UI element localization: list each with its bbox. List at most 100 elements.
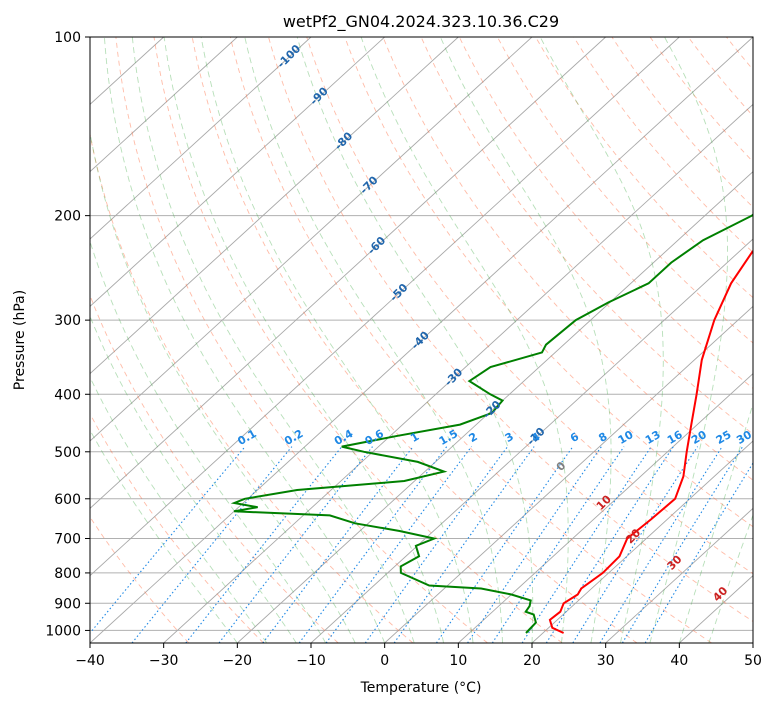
isotherm-line	[90, 37, 459, 375]
background-lines	[90, 37, 775, 643]
mixing-ratio-label: 16	[665, 428, 685, 447]
dry-adiabat-line	[90, 131, 414, 643]
moist-adiabat-line	[200, 37, 474, 643]
theta-label: 10	[594, 492, 614, 512]
mixing-ratio-line	[325, 446, 472, 643]
isotherm-line	[384, 305, 753, 643]
moist-adiabat-line	[439, 37, 612, 643]
dry-adiabat-line	[535, 37, 753, 299]
isotherm-line	[90, 37, 238, 173]
y-tick-label: 400	[54, 387, 81, 403]
moist-adiabat-line	[360, 37, 569, 643]
dry-adiabat-line	[229, 37, 712, 643]
mixing-ratio-line	[185, 446, 343, 643]
mixing-ratio-label: 6	[568, 430, 581, 445]
x-tick-label: 30	[597, 653, 615, 669]
moist-adiabat-line	[90, 130, 356, 643]
moist-adiabat-line	[708, 513, 753, 643]
y-tick-label: 800	[54, 566, 81, 582]
mixing-ratio-label: 0.1	[235, 427, 258, 448]
moist-adiabat-line	[296, 37, 534, 643]
y-tick-label: 700	[54, 532, 81, 548]
dry-adiabat-line	[765, 37, 775, 643]
theta-label: 40	[710, 584, 730, 604]
y-tick-label: 1000	[45, 623, 81, 639]
y-axis-label: Pressure (hPa)	[12, 290, 28, 390]
dry-adiabat-line	[382, 37, 753, 481]
dry-adiabat-line	[90, 294, 339, 643]
mixing-ratio-line	[393, 446, 535, 643]
moist-adiabat-line	[539, 37, 664, 643]
mixing-ratio-label: 30	[734, 428, 754, 447]
dewpoint-profile-line	[230, 213, 753, 634]
isotherm-line	[752, 642, 753, 643]
x-tick-label: −30	[149, 653, 179, 669]
x-tick-label: 50	[744, 653, 762, 669]
isotherm-line	[531, 440, 753, 643]
mixing-ratio-line	[599, 446, 723, 643]
moist-adiabat-line	[103, 37, 386, 643]
dry-adiabat-line	[153, 37, 563, 643]
theta-label: 30	[665, 552, 685, 572]
dry-adiabat-line	[420, 37, 753, 435]
dry-adiabat-line	[268, 37, 753, 622]
isotherm-line	[90, 37, 312, 240]
dry-adiabat-line	[115, 37, 488, 643]
isotherm-line	[90, 37, 606, 509]
dry-adiabat-line	[649, 37, 753, 163]
isotherm-line	[163, 103, 753, 643]
moist-adiabat-line	[678, 402, 753, 643]
dry-adiabat-line	[611, 37, 753, 208]
plot-frame	[89, 36, 754, 644]
mixing-ratio-line	[90, 446, 246, 634]
mixing-ratio-line	[521, 446, 652, 643]
x-axis-label: Temperature (°C)	[360, 680, 482, 696]
y-tick-label: 600	[54, 492, 81, 508]
mixing-ratio-line	[262, 446, 414, 643]
moist-adiabat-line	[90, 429, 238, 643]
moist-adiabat-line	[649, 37, 728, 643]
mixing-ratio-label: 2	[467, 430, 480, 445]
dry-adiabat-line	[191, 37, 638, 643]
mixing-ratio-line	[545, 446, 674, 643]
isotherm-line	[90, 37, 680, 577]
x-tick-label: −10	[296, 653, 326, 669]
dry-adiabat-line	[306, 37, 753, 575]
y-axis: 100 200 300 400 500 600 700 800 900 1000	[45, 30, 90, 639]
x-tick-label: −20	[223, 653, 253, 669]
x-tick-label: 20	[523, 653, 541, 669]
moist-adiabat-line	[131, 37, 415, 643]
profile-layer	[230, 213, 753, 634]
mixing-ratio-line	[467, 446, 602, 643]
x-tick-label: −40	[75, 653, 105, 669]
dry-adiabat-line	[726, 37, 753, 71]
mixing-ratio-line	[644, 462, 753, 643]
temperature-profile-line	[548, 249, 753, 634]
y-tick-label: 300	[54, 313, 81, 329]
moist-adiabat-line	[90, 315, 297, 643]
isotherm-line	[237, 171, 753, 643]
y-tick-label: 100	[54, 30, 81, 46]
dry-adiabat-line	[497, 37, 753, 344]
isotherm-line	[458, 373, 753, 643]
mixing-ratio-line	[572, 446, 699, 643]
mixing-ratio-line	[364, 446, 509, 643]
y-tick-label: 500	[54, 445, 81, 461]
dry-adiabat-line	[90, 516, 190, 643]
dry-adiabat-line	[573, 37, 753, 253]
isotherm-label: -100	[275, 42, 304, 71]
mixing-ratio-label: 0.2	[282, 427, 305, 448]
mixing-ratio-line	[131, 446, 293, 643]
theta-label: 0	[554, 459, 569, 474]
y-tick-label: 900	[54, 596, 81, 612]
isotherm-line	[90, 37, 753, 643]
mixing-ratio-label: 10	[616, 428, 636, 447]
x-tick-label: 40	[670, 653, 688, 669]
mixing-ratio-label: 1.5	[437, 427, 460, 448]
isotherm-line	[605, 507, 753, 643]
isotherm-line	[310, 238, 753, 643]
dry-adiabat-line	[90, 412, 264, 643]
x-tick-label: 0	[380, 653, 389, 669]
mixing-ratio-line	[491, 446, 625, 643]
x-tick-label: 10	[449, 653, 467, 669]
